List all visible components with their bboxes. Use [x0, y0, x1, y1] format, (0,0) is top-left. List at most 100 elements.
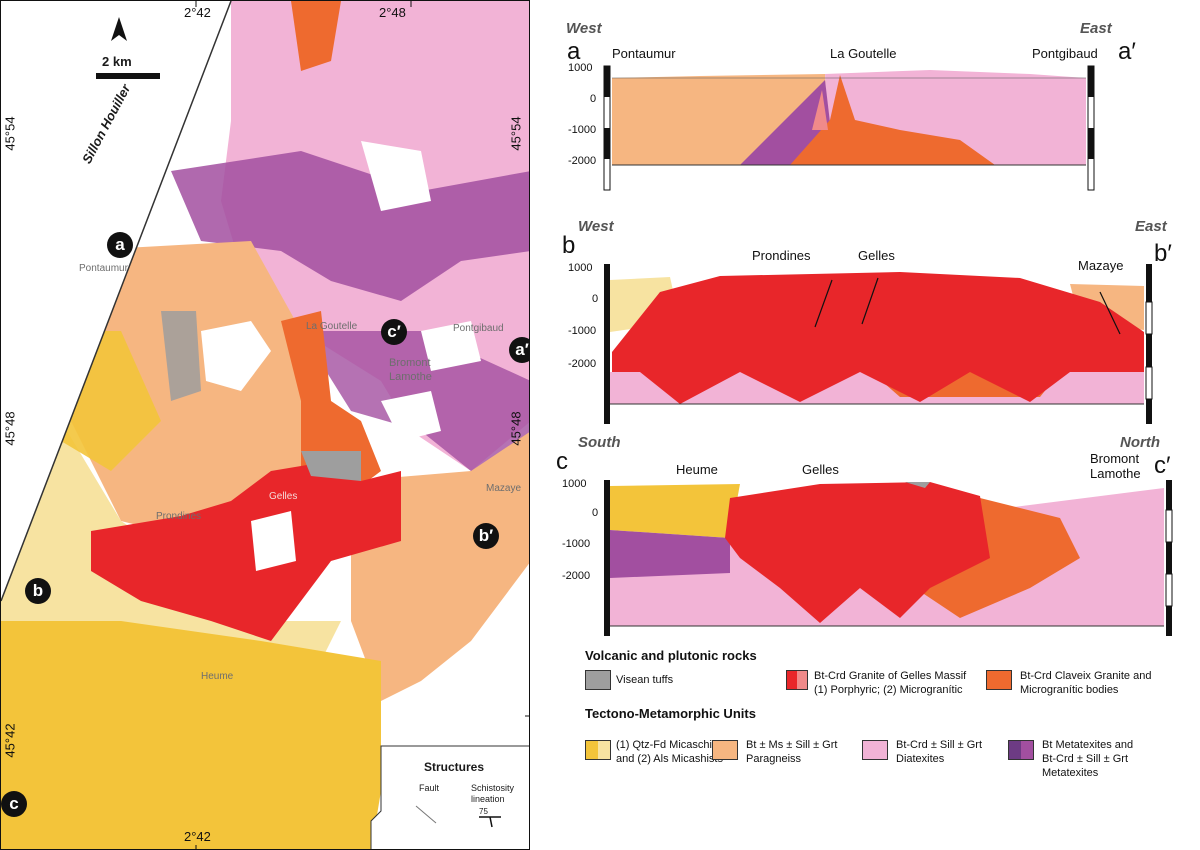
section-c-south: South: [578, 434, 621, 451]
section-a-la-goutelle: La Goutelle: [830, 46, 897, 61]
section-a-west: West: [566, 20, 602, 37]
legend-volcanic-title: Volcanic and plutonic rocks: [585, 648, 757, 663]
section-b-tick: 1000: [568, 262, 593, 274]
section-b-end: b′: [1154, 240, 1172, 267]
scale-bar: [96, 73, 160, 79]
marker-c-prime: c′: [381, 319, 407, 345]
swatch-micaschists: [585, 740, 611, 760]
swatch-gelles-granite: [786, 670, 808, 690]
section-a-east: East: [1080, 20, 1112, 37]
coord-right-upper: 45°54: [508, 116, 524, 151]
section-c-heume: Heume: [676, 462, 718, 477]
schistosity-symbol: [489, 816, 493, 828]
cross-section-a: [603, 65, 1095, 191]
structures-schistosity-label: Schistosity: [471, 783, 515, 793]
cross-section-b: [604, 264, 1153, 424]
legend-metatexites-line1: Bt Metatexites and: [1042, 739, 1134, 751]
map-structures-box: [370, 745, 529, 849]
section-c-tuff: [905, 482, 930, 488]
place-pontaumur: Pontaumur: [79, 263, 128, 274]
section-c-lamothe: Lamothe: [1090, 466, 1141, 481]
legend-paragneiss-line2: Paragneiss: [746, 753, 802, 765]
north-arrow-icon: [111, 17, 127, 41]
legend-visean-tuffs: Visean tuffs: [616, 674, 674, 686]
section-c-gelles: Gelles: [802, 462, 839, 477]
marker-b: b: [25, 578, 51, 604]
section-a-pontgibaud: Pontgibaud: [1032, 46, 1098, 61]
place-bromont: Bromont: [389, 357, 431, 369]
legend-gelles-line2: (1) Porphyric; (2) Microgranític: [814, 684, 963, 696]
section-b-east: East: [1135, 218, 1167, 235]
map-white-patch-4: [361, 141, 431, 211]
section-b-prondines: Prondines: [752, 248, 811, 263]
place-lamothe: Lamothe: [389, 371, 432, 383]
marker-c: c: [1, 791, 27, 817]
fault-symbol: [415, 805, 437, 824]
place-pontgibaud: Pontgibaud: [453, 323, 504, 334]
legend-micaschists-line1: (1) Qtz-Fd Micaschists: [616, 739, 727, 751]
section-a-tick: 1000: [568, 62, 593, 74]
legend-micaschists-line2: and (2) Als Micashists: [616, 753, 723, 765]
section-a-tick: -2000: [568, 155, 597, 167]
structures-title: Structures: [424, 760, 485, 774]
section-c-scalebar-left: [604, 480, 610, 636]
map-metatexite-band: [171, 151, 529, 301]
section-c-tick: -1000: [562, 538, 591, 550]
section-a-granite-rim: [812, 90, 828, 130]
structures-fault-label: Fault: [419, 783, 440, 793]
coord-left-lower: 45°42: [2, 723, 18, 758]
coord-left-middle: 45°48: [2, 411, 18, 446]
place-mazaye: Mazaye: [486, 483, 522, 494]
map-tuff-1: [161, 311, 201, 401]
legend-metatexites-line3: Metatexites: [1042, 767, 1099, 779]
coord-top-right: 2°48: [379, 5, 406, 20]
section-b-mazaye: Mazaye: [1078, 258, 1124, 273]
swatch-diatexites: [862, 740, 888, 760]
section-b-scalebar-right: [1146, 264, 1152, 424]
cross-section-c: [604, 480, 1173, 636]
section-b-gelles-granite: [612, 272, 1144, 404]
section-c-micaschist: [610, 484, 740, 538]
map-claveix-north: [291, 1, 341, 71]
section-c-tick: 0: [592, 507, 599, 519]
section-b-gelles: Gelles: [858, 248, 895, 263]
section-c-start: c: [556, 448, 568, 475]
geological-map: 2°42 2°48 2°42 45°54 45°48 45°42 45°54 4…: [0, 0, 530, 850]
section-a-end: a′: [1118, 38, 1136, 65]
marker-a: a: [107, 232, 133, 258]
section-c-bromont: Bromont: [1090, 451, 1140, 466]
marker-a-prime: a′: [509, 337, 529, 363]
section-c-tick: 1000: [562, 478, 587, 490]
coord-left-upper: 45°54: [2, 116, 18, 151]
section-b-west: West: [578, 218, 614, 235]
section-b-tick: -2000: [568, 358, 597, 370]
section-b-tick: 0: [592, 293, 599, 305]
section-a-tick: -1000: [568, 124, 597, 136]
legend-paragneiss-line1: Bt ± Ms ± Sill ± Grt: [746, 739, 838, 751]
place-heume: Heume: [201, 671, 234, 682]
legend-claveix-line1: Bt-Crd Claveix Granite and: [1020, 670, 1152, 682]
map-white-patch-1: [201, 321, 271, 391]
section-a-claveix: [790, 75, 995, 165]
section-c-north: North: [1120, 434, 1160, 451]
section-c-metatexite: [610, 530, 730, 578]
legend-metatexites-line2: Bt-Crd ± Sill ± Grt: [1042, 753, 1129, 765]
section-c-end: c′: [1154, 452, 1171, 479]
map-white-patch-2: [381, 391, 441, 441]
legend-diatexites-line2: Diatexites: [896, 753, 945, 765]
swatch-visean-tuffs: [585, 670, 611, 690]
section-c-tick: -2000: [562, 570, 591, 582]
place-gelles: Gelles: [269, 491, 298, 502]
structures-lineation-label: lineation: [471, 794, 505, 804]
marker-b-prime: b′: [473, 523, 499, 549]
swatch-paragneiss: [712, 740, 738, 760]
scale-label: 2 km: [102, 54, 132, 69]
sillon-houiller-fault: [1, 1, 232, 602]
map-white-patch-5: [421, 321, 481, 371]
map-tuff-2: [301, 451, 361, 481]
section-b-start: b: [562, 232, 576, 259]
section-a-pontaumur: Pontaumur: [612, 46, 676, 61]
section-c-gelles-granite: [725, 482, 990, 623]
legend-claveix-line2: Microgranític bodies: [1020, 684, 1119, 696]
map-gelles-granite: [91, 461, 401, 641]
